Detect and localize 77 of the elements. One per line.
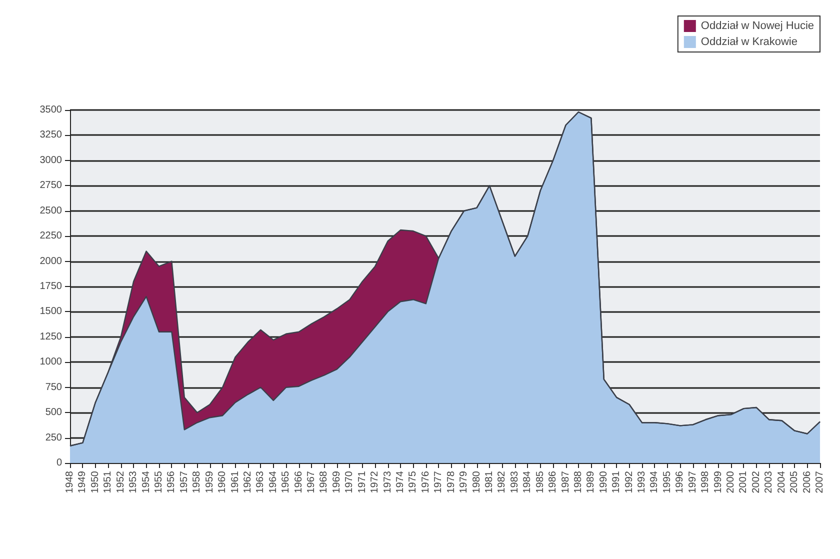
x-tick-label: 1975 [408, 470, 419, 494]
x-tick-label: 1996 [674, 470, 686, 494]
x-tick-label: 2005 [789, 470, 800, 494]
x-tick-label: 1989 [586, 470, 597, 494]
x-tick-label: 2000 [726, 470, 737, 494]
x-tick-label: 1997 [687, 470, 698, 494]
x-tick-label: 1995 [662, 470, 673, 494]
y-tick-label: 3500 [40, 104, 62, 116]
y-tick-label: 1750 [40, 281, 62, 292]
x-tick-label: 2004 [776, 470, 788, 494]
y-tick-label: 1500 [40, 306, 62, 318]
x-tick-label: 1962 [242, 470, 254, 494]
x-tick-label: 1955 [153, 470, 164, 494]
x-tick-label: 1971 [356, 470, 368, 494]
x-tick-label: 1954 [140, 470, 152, 494]
x-tick-label: 1998 [700, 470, 712, 494]
x-tick-label: 1968 [318, 470, 330, 494]
x-tick-label: 1979 [458, 470, 470, 494]
x-tick-label: 1988 [572, 470, 584, 494]
legend-label: Oddział w Nowej Hucie [700, 20, 814, 32]
x-tick-label: 1963 [255, 470, 266, 494]
y-tick-label: 250 [45, 432, 62, 444]
x-tick-label: 1992 [624, 470, 635, 494]
legend-label: Oddział w Krakowie [700, 36, 798, 48]
x-tick-label: 1967 [306, 470, 318, 494]
x-tick-label: 1957 [178, 470, 190, 494]
x-tick-label: 1973 [382, 470, 394, 494]
x-tick-label: 1948 [64, 470, 76, 494]
x-tick-label: 2007 [814, 470, 826, 494]
x-tick-label: 2006 [802, 470, 813, 494]
x-tick-label: 1960 [217, 470, 228, 494]
x-tick-label: 2003 [764, 470, 775, 494]
x-tick-label: 1951 [102, 470, 114, 494]
x-tick-label: 1969 [331, 470, 342, 494]
x-tick-label: 1991 [611, 470, 622, 494]
x-tick-label: 1966 [293, 470, 304, 494]
y-tick-label: 1000 [40, 356, 62, 368]
x-tick-label: 1953 [128, 470, 140, 494]
x-tick-label: 1990 [598, 470, 610, 494]
y-tick-label: 2750 [40, 180, 62, 192]
x-tick-label: 1956 [166, 470, 178, 494]
y-tick-label: 2250 [40, 230, 62, 242]
x-tick-label: 1987 [560, 470, 572, 494]
x-tick-label: 1970 [344, 470, 356, 494]
x-tick-label: 1983 [509, 470, 520, 494]
x-tick-label: 1986 [548, 470, 559, 494]
y-tick-label: 750 [45, 382, 62, 393]
x-tick-label: 1958 [192, 470, 203, 494]
x-tick-label: 1984 [522, 470, 534, 494]
x-tick-label: 1965 [280, 470, 292, 494]
x-tick-label: 1959 [204, 470, 216, 494]
x-tick-label: 2002 [750, 470, 762, 494]
y-tick-label: 2000 [40, 256, 62, 267]
x-tick-label: 1974 [395, 470, 406, 494]
y-tick-label: 0 [56, 458, 62, 468]
x-tick-label: 1964 [268, 470, 279, 494]
y-tick-label: 2500 [40, 205, 62, 216]
x-tick-label: 2001 [738, 470, 750, 494]
x-tick-label: 1982 [496, 470, 508, 494]
y-tick-label: 1250 [40, 331, 62, 342]
x-tick-label: 1976 [420, 470, 432, 494]
x-tick-label: 1999 [712, 470, 724, 494]
x-tick-label: 1978 [446, 470, 457, 494]
x-tick-label: 1980 [471, 470, 482, 494]
y-tick-label: 3250 [40, 130, 62, 141]
x-tick-label: 1972 [370, 470, 381, 494]
x-tick-label: 1950 [90, 470, 101, 494]
x-tick-label: 1961 [230, 470, 241, 494]
x-tick-label: 1952 [115, 470, 126, 494]
x-tick-label: 1994 [649, 470, 660, 494]
x-tick-label: 1949 [77, 470, 88, 494]
y-tick-label: 500 [45, 407, 62, 418]
x-tick-label: 1977 [433, 470, 444, 494]
x-tick-label: 1985 [534, 470, 546, 494]
x-tick-label: 1993 [636, 470, 648, 494]
y-tick-label: 3000 [40, 154, 62, 166]
x-tick-label: 1981 [484, 470, 495, 494]
